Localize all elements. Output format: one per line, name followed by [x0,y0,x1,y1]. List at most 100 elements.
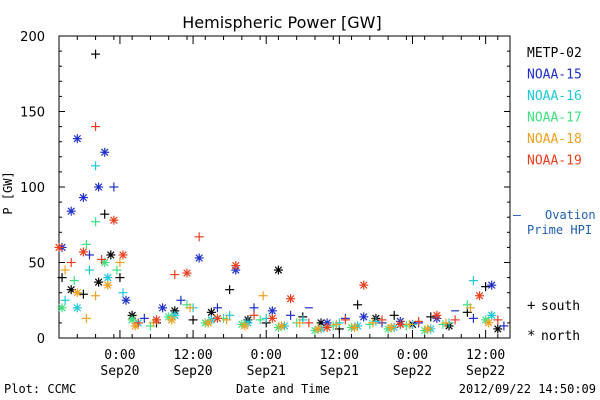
legend-marker-label: north [541,329,580,344]
data-point [225,310,235,320]
data-point [267,313,277,323]
legend-marker-symbol: + [527,298,535,314]
data-point [499,321,509,331]
data-point [133,318,143,328]
y-axis-ticks: 0 50 100 150 200 [20,30,510,347]
legend-entry: NOAA-17 [527,111,582,126]
data-point [194,232,204,242]
y-tick-label: 0 [37,332,45,347]
data-point [475,291,485,301]
data-point [206,307,216,317]
data-point [91,122,101,132]
data-point [426,312,436,322]
data-point [91,49,101,59]
data-point [273,265,283,275]
data-point [304,318,314,328]
data-point [84,265,94,275]
legend-ovation-dash: – [513,208,521,223]
data-point [249,310,259,320]
x-axis-label: Date and Time [236,382,330,396]
data-point [170,310,180,320]
data-point [57,273,67,283]
data-point [91,291,101,301]
data-point [386,322,396,332]
data-point [255,315,265,325]
x-tick-time: 0:00 [251,348,282,363]
data-point [167,315,177,325]
plot-timestamp: 2012/09/22 14:50:09 [459,382,596,396]
data-point [313,324,323,334]
data-point [389,310,399,320]
data-point [170,270,180,280]
data-point [106,250,116,260]
data-point [72,134,82,144]
data-point [450,315,460,325]
x-axis-ticks: 0:00Sep2012:00Sep200:00Sep2112:00Sep210:… [58,36,505,379]
data-point [103,273,113,283]
data-point [395,319,405,329]
data-point [468,313,478,323]
data-point [139,313,149,323]
data-point [240,321,250,331]
data-point [249,303,259,313]
x-tick-date: Sep20 [174,364,213,379]
x-tick-time: 12:00 [466,348,505,363]
x-tick-time: 12:00 [174,348,213,363]
x-tick-date: Sep21 [247,364,286,379]
x-tick-time: 0:00 [397,348,428,363]
data-point [66,206,76,216]
data-point [462,307,472,317]
legend-marker-symbol: * [527,328,535,344]
data-point [340,315,350,325]
data-point [118,288,128,298]
data-point [468,276,478,286]
data-point [368,318,378,328]
data-point [353,300,363,310]
data-point [225,285,235,295]
data-point [188,315,198,325]
data-point [94,277,104,287]
data-point [81,313,91,323]
legend-entry: METP-02 [527,46,582,61]
data-point [493,324,503,334]
data-point [286,294,296,304]
data-point [69,276,79,286]
data-point [100,209,110,219]
data-point [72,288,82,298]
legend-entry: NOAA-18 [527,132,582,147]
data-point [231,261,241,271]
x-tick-date: Sep20 [100,364,139,379]
y-tick-label: 150 [20,106,45,121]
data-point [487,310,497,320]
data-point [359,280,369,290]
data-point [94,182,104,192]
data-point [212,313,222,323]
data-point [109,182,119,192]
data-point [276,321,286,331]
data-point [109,215,119,225]
data-point [185,303,195,313]
y-tick-label: 50 [28,257,45,272]
x-tick-time: 12:00 [320,348,359,363]
data-point [72,303,82,313]
data-point [432,310,442,320]
data-point [97,254,107,264]
data-point [158,303,168,313]
data-point [222,315,232,325]
legend-entry: NOAA-16 [527,89,582,104]
data-point [78,289,88,299]
data-point [267,306,277,316]
legend: METP-02 NOAA-15 NOAA-16 NOAA-17 NOAA-18 NOAA-… [513,46,596,344]
data-point [176,295,186,305]
data-point [81,239,91,249]
legend-ovation-line2: Prime HPI [527,223,592,237]
data-point [493,315,503,325]
data-point [78,193,88,203]
chart-title: Hemispheric Power [GW] [182,13,381,32]
x-tick-date: Sep22 [466,364,505,379]
data-point [194,253,204,263]
data-point [54,242,64,252]
data-point [182,268,192,278]
data-point [258,291,268,301]
